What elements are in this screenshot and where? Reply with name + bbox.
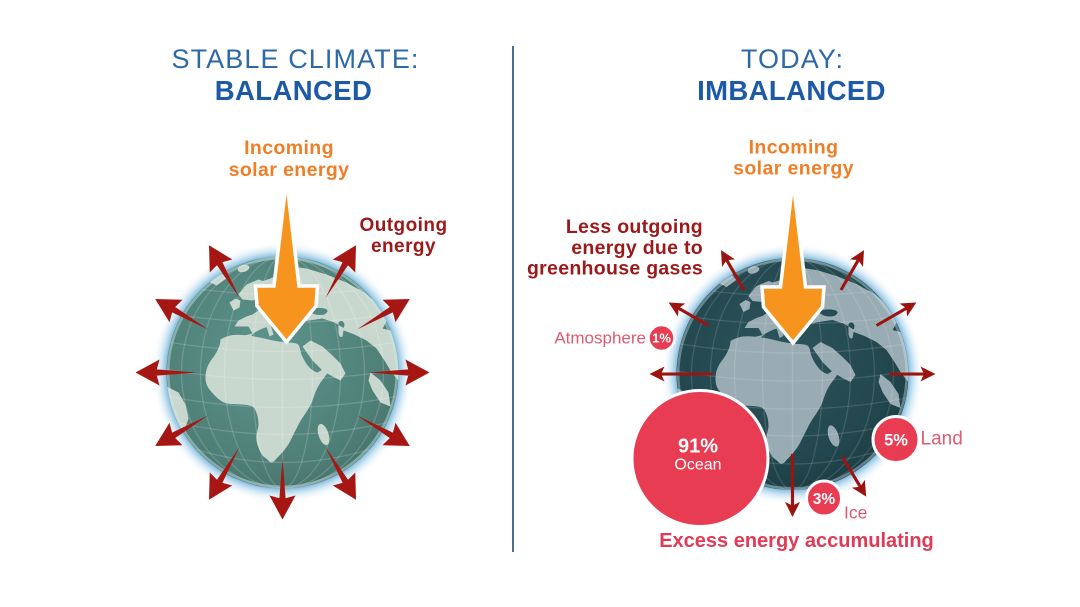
svg-text:1%: 1%	[652, 331, 671, 346]
svg-text:Land: Land	[921, 429, 963, 450]
svg-text:Outgoing: Outgoing	[359, 215, 447, 236]
svg-text:Atmosphere: Atmosphere	[554, 329, 646, 348]
svg-text:Ice: Ice	[844, 503, 867, 523]
svg-text:5%: 5%	[884, 432, 908, 450]
svg-text:Incoming: Incoming	[244, 137, 334, 159]
svg-text:3%: 3%	[813, 491, 836, 508]
svg-text:Incoming: Incoming	[749, 137, 839, 159]
svg-text:Excess energy accumulating: Excess energy accumulating	[659, 530, 934, 552]
svg-text:Less outgoing: Less outgoing	[566, 216, 703, 238]
svg-text:energy: energy	[371, 236, 436, 257]
svg-text:Ocean: Ocean	[674, 457, 721, 474]
svg-text:91%: 91%	[678, 436, 718, 458]
svg-text:solar energy: solar energy	[733, 158, 854, 180]
svg-text:energy due to: energy due to	[571, 237, 703, 259]
svg-text:STABLE CLIMATE:: STABLE CLIMATE:	[171, 44, 419, 74]
svg-text:greenhouse gases: greenhouse gases	[527, 258, 703, 280]
svg-text:TODAY:: TODAY:	[741, 44, 844, 74]
svg-text:IMBALANCED: IMBALANCED	[697, 75, 886, 106]
svg-text:solar energy: solar energy	[229, 159, 350, 181]
svg-text:BALANCED: BALANCED	[215, 75, 373, 106]
